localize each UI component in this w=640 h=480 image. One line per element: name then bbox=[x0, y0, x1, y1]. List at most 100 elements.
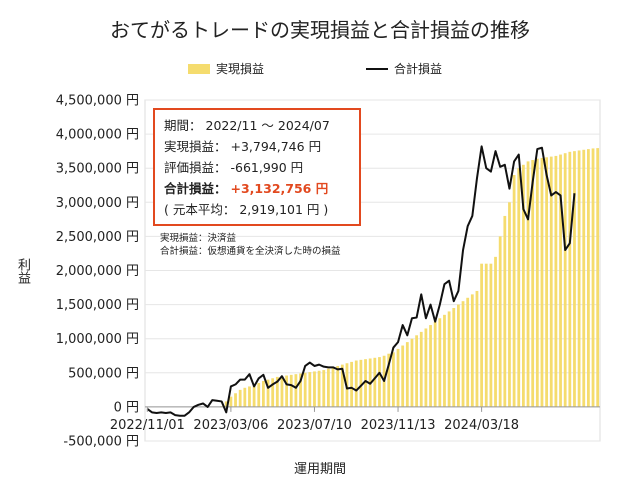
bar bbox=[466, 297, 470, 407]
bar bbox=[549, 156, 553, 407]
total-label: 合計損益： bbox=[164, 181, 227, 196]
bar bbox=[271, 378, 275, 407]
bar bbox=[262, 380, 265, 407]
realized-value: +3,794,746 円 bbox=[230, 139, 322, 154]
bar bbox=[591, 148, 595, 407]
realized-row: 実現損益： +3,794,746 円 bbox=[164, 136, 350, 157]
bar bbox=[266, 379, 270, 407]
line-layer bbox=[146, 145, 576, 417]
y-tick-label: 4,000,000 円 bbox=[56, 128, 139, 143]
bar bbox=[517, 168, 521, 407]
bar bbox=[331, 367, 335, 407]
legend-item-realized: 実現損益 bbox=[188, 60, 264, 77]
y-tick-label: 1,000,000 円 bbox=[56, 332, 139, 347]
bar bbox=[540, 157, 544, 407]
period-value: 2022/11 ～ 2024/07 bbox=[205, 118, 330, 133]
bar bbox=[350, 361, 353, 407]
bar bbox=[447, 311, 451, 407]
bar bbox=[577, 150, 581, 407]
legend-label-realized: 実現損益 bbox=[216, 62, 265, 76]
bar bbox=[299, 373, 302, 407]
bar bbox=[503, 215, 507, 407]
bar bbox=[415, 335, 418, 407]
bar bbox=[317, 370, 321, 407]
y-tick-label: 0 円 bbox=[114, 400, 139, 415]
bar bbox=[308, 372, 312, 407]
bar bbox=[364, 359, 367, 407]
bar bbox=[229, 396, 233, 407]
x-tick-label: 2023/03/06 bbox=[193, 418, 268, 433]
bar bbox=[568, 151, 572, 407]
bar bbox=[285, 375, 288, 407]
y-tick-label: 2,500,000 円 bbox=[56, 230, 139, 245]
legend-label-total: 合計損益 bbox=[394, 62, 443, 76]
x-axis-title: 運用期間 bbox=[293, 462, 346, 477]
note-realized: 実現損益：決済益 bbox=[160, 233, 237, 244]
bar bbox=[387, 353, 391, 407]
bar bbox=[340, 364, 344, 407]
bar bbox=[373, 357, 377, 407]
bar bbox=[480, 263, 483, 407]
bar bbox=[419, 331, 423, 407]
unrealized-value: -661,990 円 bbox=[230, 160, 304, 175]
bar bbox=[429, 325, 432, 407]
period-label: 期間： bbox=[164, 118, 202, 133]
bar bbox=[280, 376, 284, 407]
x-tick-label: 2022/11/01 bbox=[110, 418, 185, 433]
y-tick-label: 500,000 円 bbox=[68, 366, 139, 381]
x-tick-label: 2023/11/13 bbox=[361, 418, 436, 433]
bar bbox=[359, 359, 363, 407]
x-tick-label: 2024/03/18 bbox=[444, 418, 519, 433]
bar bbox=[443, 314, 446, 407]
bar bbox=[322, 370, 326, 407]
chart-title: おてがるトレードの実現損益と合計損益の推移 bbox=[110, 18, 530, 42]
bar bbox=[438, 318, 442, 407]
total-value: +3,132,756 円 bbox=[230, 181, 329, 196]
bar bbox=[531, 160, 535, 407]
xtick-layer: 2022/11/01 2023/03/06 2023/07/10 2023/11/13… bbox=[110, 406, 519, 433]
bar bbox=[470, 294, 474, 407]
unrealized-label: 評価損益： bbox=[164, 160, 227, 175]
bar bbox=[559, 154, 562, 407]
bar bbox=[424, 328, 428, 407]
bar bbox=[243, 387, 247, 407]
bar bbox=[554, 155, 558, 407]
period-row: 期間： 2022/11 ～ 2024/07 bbox=[164, 115, 350, 136]
summary-box: 期間： 2022/11 ～ 2024/07 実現損益： +3,794,746 円… bbox=[153, 108, 361, 226]
bar bbox=[489, 263, 493, 407]
legend-item-total: 合計損益 bbox=[366, 60, 442, 77]
bar bbox=[401, 345, 405, 407]
bar bbox=[238, 389, 242, 407]
bar bbox=[313, 371, 316, 407]
bar-layer bbox=[220, 148, 600, 407]
bar bbox=[410, 338, 414, 407]
bar bbox=[289, 374, 293, 407]
y-tick-label: -500,000 円 bbox=[63, 435, 139, 450]
y-axis-title: 利益 bbox=[15, 258, 30, 284]
bar bbox=[508, 202, 511, 407]
bar bbox=[303, 372, 307, 407]
bar bbox=[405, 342, 409, 407]
legend-swatch-realized bbox=[188, 63, 210, 74]
bar bbox=[433, 321, 437, 407]
bar bbox=[248, 386, 251, 407]
bar bbox=[294, 374, 298, 407]
y-tick-label: 1,500,000 円 bbox=[56, 298, 139, 313]
ytick-layer: 4,500,000 円 4,000,000 円 3,500,000 円 3,000,0… bbox=[56, 94, 139, 450]
bar bbox=[582, 149, 586, 407]
bar bbox=[498, 236, 502, 407]
bar bbox=[327, 368, 330, 407]
bar bbox=[512, 175, 516, 407]
legend: 実現損益 合計損益 bbox=[0, 60, 640, 78]
bar bbox=[526, 161, 530, 407]
bar bbox=[336, 365, 340, 407]
unrealized-row: 評価損益： -661,990 円 bbox=[164, 157, 350, 178]
legend-swatch-total bbox=[366, 67, 388, 70]
y-tick-label: 3,000,000 円 bbox=[56, 196, 139, 211]
bar bbox=[587, 149, 590, 407]
bar bbox=[573, 151, 576, 407]
bar bbox=[484, 263, 488, 407]
bar bbox=[494, 256, 497, 407]
bar bbox=[452, 308, 456, 407]
